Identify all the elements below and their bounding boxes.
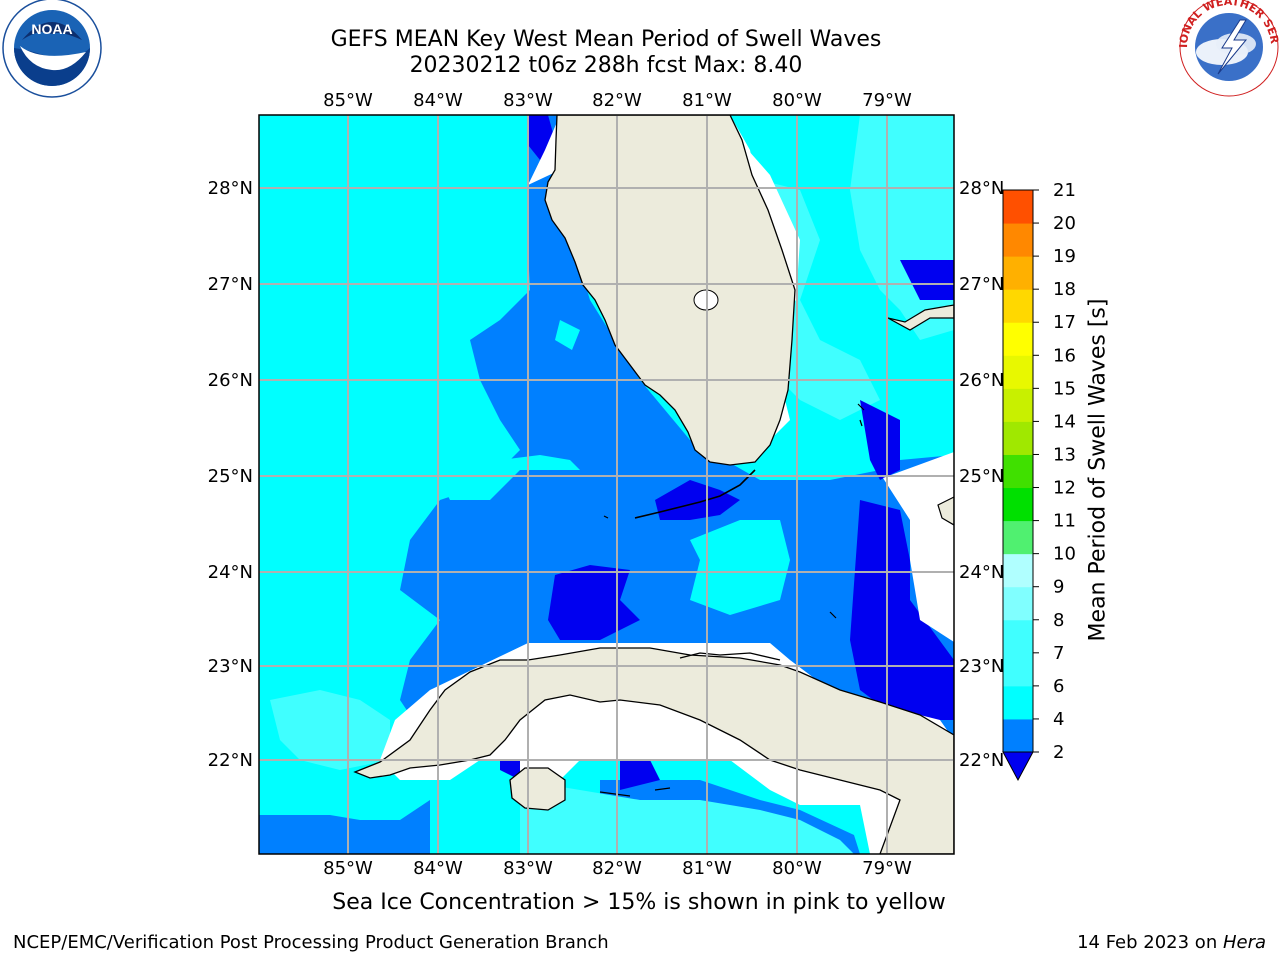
lat-label: 25°N xyxy=(208,466,253,487)
lon-labels-bottom: 85°W 84°W 83°W 82°W 81°W 80°W 79°W xyxy=(323,858,912,879)
lat-label: 24°N xyxy=(959,562,1004,583)
lat-label: 26°N xyxy=(959,370,1004,391)
colorbar-tick-label: 15 xyxy=(1053,378,1076,399)
colorbar-segment xyxy=(1003,256,1033,290)
florida-land xyxy=(544,115,796,466)
noaa-logo: NOAA xyxy=(2,0,102,98)
colorbar-segment xyxy=(1003,223,1033,257)
colorbar-tick-label: 14 xyxy=(1053,411,1076,432)
lon-label: 81°W xyxy=(682,858,732,879)
colorbar-segment xyxy=(1003,289,1033,323)
colorbar-segment xyxy=(1003,190,1033,224)
colorbar-tick-label: 13 xyxy=(1053,444,1076,465)
lat-label: 22°N xyxy=(208,750,253,771)
colorbar-segment xyxy=(1003,553,1033,588)
period-2-4-region xyxy=(400,115,954,780)
colorbar-segment xyxy=(1003,718,1033,753)
lon-label: 84°W xyxy=(413,90,463,111)
lat-label: 23°N xyxy=(959,656,1004,677)
lat-label: 23°N xyxy=(208,656,253,677)
nws-logo: NATIONAL WEATHER SERVICE xyxy=(0,0,1280,97)
colorbar-segment xyxy=(1003,487,1033,522)
colorbar-frame xyxy=(1002,189,1034,753)
lat-label: 22°N xyxy=(959,750,1004,771)
lat-label: 27°N xyxy=(208,274,253,295)
lon-labels-top: 85°W 84°W 83°W 82°W 81°W 80°W 79°W xyxy=(323,90,912,111)
lat-label: 27°N xyxy=(959,274,1004,295)
colorbar-tick-label: 7 xyxy=(1053,643,1064,664)
colorbar: 2 4 6 7 8 9 10 11 12 13 14 15 16 17 18 19 20 21 xyxy=(1002,180,1076,782)
lat-label: 28°N xyxy=(208,178,253,199)
sea-ice-caption: Sea Ice Concentration > 15% is shown in … xyxy=(332,890,946,915)
svg-text:NATIONAL WEATHER SERVICE: NATIONAL WEATHER SERVICE xyxy=(0,0,1280,48)
colorbar-segment xyxy=(1003,322,1033,356)
lon-label: 83°W xyxy=(503,858,553,879)
lat-label: 28°N xyxy=(959,178,1004,199)
lat-label: 26°N xyxy=(208,370,253,391)
noaa-logo-text: NOAA xyxy=(31,21,72,37)
colorbar-tick-label: 12 xyxy=(1053,478,1076,499)
colorbar-tick-label: 2 xyxy=(1053,742,1064,763)
colorbar-tick-label: 6 xyxy=(1053,676,1064,697)
colorbar-segment xyxy=(1003,619,1033,654)
map-title: GEFS MEAN Key West Mean Period of Swell … xyxy=(330,27,882,52)
colorbar-under-arrow xyxy=(1002,751,1034,782)
lon-label: 85°W xyxy=(323,90,373,111)
colorbar-segment xyxy=(1003,586,1033,621)
lon-label: 85°W xyxy=(323,858,373,879)
lon-label: 82°W xyxy=(592,90,642,111)
colorbar-label: Mean Period of Swell Waves [s] xyxy=(1085,298,1111,642)
lon-label: 80°W xyxy=(772,858,822,879)
colorbar-segment xyxy=(1003,388,1033,422)
colorbar-tick-label: 19 xyxy=(1053,246,1076,267)
colorbar-tick-label: 10 xyxy=(1053,544,1076,565)
colorbar-segment xyxy=(1003,520,1033,555)
lon-label: 80°W xyxy=(772,90,822,111)
map-gridlines xyxy=(259,115,954,854)
colorbar-tick-label: 20 xyxy=(1053,213,1076,234)
footer-machine: Hera xyxy=(1222,932,1266,953)
colorbar-tick-label: 9 xyxy=(1053,577,1064,598)
colorbar-segment xyxy=(1003,652,1033,687)
lat-label: 25°N xyxy=(959,466,1004,487)
cuba-land xyxy=(353,647,954,854)
lon-label: 83°W xyxy=(503,90,553,111)
lat-label: 24°N xyxy=(208,562,253,583)
colorbar-tick-label: 11 xyxy=(1053,511,1076,532)
lon-label: 79°W xyxy=(862,858,912,879)
map-frame xyxy=(258,114,955,855)
lat-labels-left: 28°N 27°N 26°N 25°N 24°N 23°N 22°N xyxy=(208,178,253,771)
colorbar-tick-label: 8 xyxy=(1053,610,1064,631)
colorbar-tick-label: 16 xyxy=(1053,345,1076,366)
map-subtitle: 20230212 t06z 288h fcst Max: 8.40 xyxy=(409,53,803,78)
lon-label: 84°W xyxy=(413,858,463,879)
lon-label: 82°W xyxy=(592,858,642,879)
colorbar-tick-label: 18 xyxy=(1053,279,1076,300)
colorbar-tick-label: 17 xyxy=(1053,312,1076,333)
footer-date: 14 Feb 2023 on Hera xyxy=(1077,932,1266,953)
colorbar-tick-label: 4 xyxy=(1053,709,1064,730)
footer-credit: NCEP/EMC/Verification Post Processing Pr… xyxy=(13,932,609,953)
colorbar-segment xyxy=(1003,421,1033,455)
colorbar-segment xyxy=(1003,454,1033,489)
lon-label: 81°W xyxy=(682,90,732,111)
map-area xyxy=(259,115,954,854)
colorbar-tick-label: 21 xyxy=(1053,180,1076,201)
lat-labels-right: 28°N 27°N 26°N 25°N 24°N 23°N 22°N xyxy=(959,178,1004,771)
lon-label: 79°W xyxy=(862,90,912,111)
colorbar-segment xyxy=(1003,685,1033,720)
colorbar-segment xyxy=(1003,355,1033,389)
